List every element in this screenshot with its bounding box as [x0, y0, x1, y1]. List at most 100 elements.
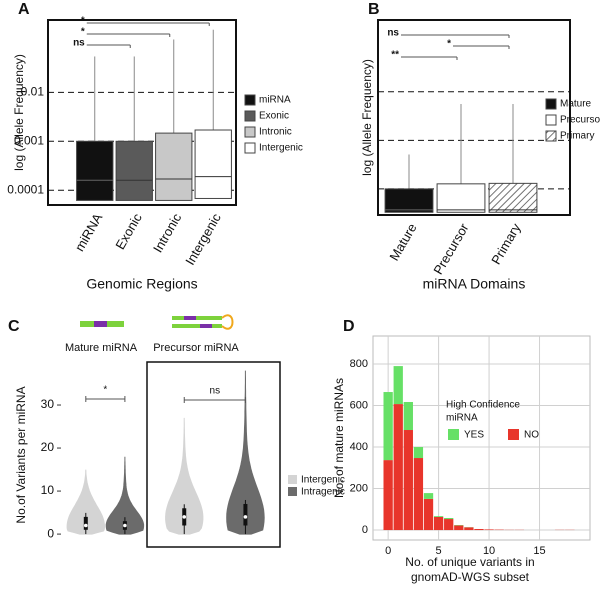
legend-swatch — [545, 114, 557, 126]
violin-median — [84, 523, 88, 528]
legend-swatch — [244, 142, 256, 154]
significance-label: * — [103, 385, 107, 396]
x-tick-label: 5 — [436, 545, 442, 557]
y-tick-label: 400 — [350, 441, 368, 453]
bar — [413, 458, 424, 531]
bar — [464, 527, 474, 531]
bar — [423, 493, 434, 499]
x-tick-label: 0 — [385, 545, 391, 557]
mature-icon — [80, 321, 124, 327]
bar — [484, 529, 494, 531]
bar — [474, 529, 484, 531]
legend-title: miRNA — [446, 413, 478, 424]
significance-label: * — [81, 16, 85, 27]
y-axis-label: No. of mature miRNAs — [332, 378, 346, 498]
legend-swatch — [288, 475, 297, 484]
box — [115, 140, 153, 201]
bar — [403, 401, 413, 431]
bar — [433, 516, 444, 517]
box — [384, 188, 434, 213]
panel-label: B — [368, 1, 380, 18]
legend-swatch — [508, 429, 519, 440]
legend-label: YES — [464, 430, 484, 441]
x-tick-label: 15 — [533, 545, 545, 557]
facet-title: Mature miRNA — [65, 342, 138, 354]
plot-frame — [47, 19, 237, 206]
bar — [433, 516, 444, 531]
violin — [105, 456, 145, 535]
y-axis-label: No.of Variants per miRNA — [14, 386, 28, 523]
legend-label: Intergenic — [301, 475, 345, 486]
legend-title: High Confidence — [446, 400, 520, 411]
legend-label: NO — [524, 430, 539, 441]
y-tick-label: 0.01 — [21, 85, 45, 99]
facet-frame — [146, 361, 281, 548]
x-tick-label: Intergenic — [182, 210, 224, 267]
bar — [393, 366, 403, 405]
y-tick-label: 0 — [47, 526, 54, 540]
legend-label: Exonic — [259, 111, 289, 122]
legend-label: Mature — [560, 99, 592, 110]
legend-label: Precursor — [560, 115, 600, 126]
legend-label: Intragenic — [301, 487, 345, 498]
x-tick-label: Exonic — [112, 210, 145, 252]
legend-swatch — [244, 94, 256, 106]
legend-label: Primary — [560, 131, 594, 142]
y-tick-label: 800 — [350, 358, 368, 370]
box — [436, 183, 486, 213]
x-tick-label: Intronic — [150, 210, 185, 255]
box — [155, 132, 193, 201]
box — [488, 182, 538, 213]
facet-title: Precursor miRNA — [153, 342, 239, 354]
bar — [383, 460, 393, 531]
significance-label: * — [447, 39, 451, 50]
panel-label: D — [343, 318, 355, 335]
significance-label: * — [81, 27, 85, 38]
precursor-icon — [172, 314, 234, 330]
y-tick-label: 0.0001 — [7, 182, 44, 196]
y-tick-label: 0.001 — [14, 133, 44, 147]
significance-label: ns — [210, 386, 221, 397]
bar — [423, 498, 434, 531]
panel-label: A — [18, 1, 30, 18]
box — [194, 129, 232, 199]
y-axis-label: log (Allele Frequency) — [12, 54, 26, 171]
bar — [383, 392, 393, 461]
y-tick-label: 0 — [362, 524, 368, 536]
violin — [226, 370, 265, 535]
legend-swatch — [244, 126, 256, 138]
y-tick-label: 200 — [350, 482, 368, 494]
box — [76, 140, 114, 201]
y-tick-label: 10 — [41, 483, 55, 497]
legend-label: Intronic — [259, 127, 292, 138]
panel-label: C — [8, 318, 20, 335]
y-tick-label: 20 — [41, 440, 55, 454]
x-axis-label: miRNA Domains — [423, 276, 526, 292]
violin-median — [123, 523, 127, 528]
significance-label: ns — [73, 38, 85, 49]
x-tick-label: Primary — [488, 220, 524, 267]
legend-swatch — [545, 98, 557, 110]
plot-frame — [377, 19, 571, 216]
legend-swatch — [288, 487, 297, 496]
violin-median — [243, 515, 248, 519]
violin-median — [182, 515, 187, 519]
x-axis-label: Genomic Regions — [86, 276, 197, 292]
x-tick-label: Precursor — [430, 220, 471, 277]
legend-label: Intergenic — [259, 143, 303, 154]
bar — [393, 404, 403, 531]
bar — [444, 519, 454, 531]
significance-label: ** — [391, 50, 399, 61]
x-tick-label: 10 — [483, 545, 495, 557]
x-tick-label: Mature — [386, 221, 419, 264]
violin — [66, 469, 105, 535]
significance-label: ns — [387, 28, 399, 39]
legend-label: miRNA — [259, 95, 291, 106]
violin — [165, 417, 204, 535]
bar — [454, 525, 464, 531]
bar — [403, 430, 413, 531]
legend-swatch — [545, 130, 557, 142]
y-tick-label: 30 — [41, 397, 55, 411]
legend-swatch — [448, 429, 459, 440]
